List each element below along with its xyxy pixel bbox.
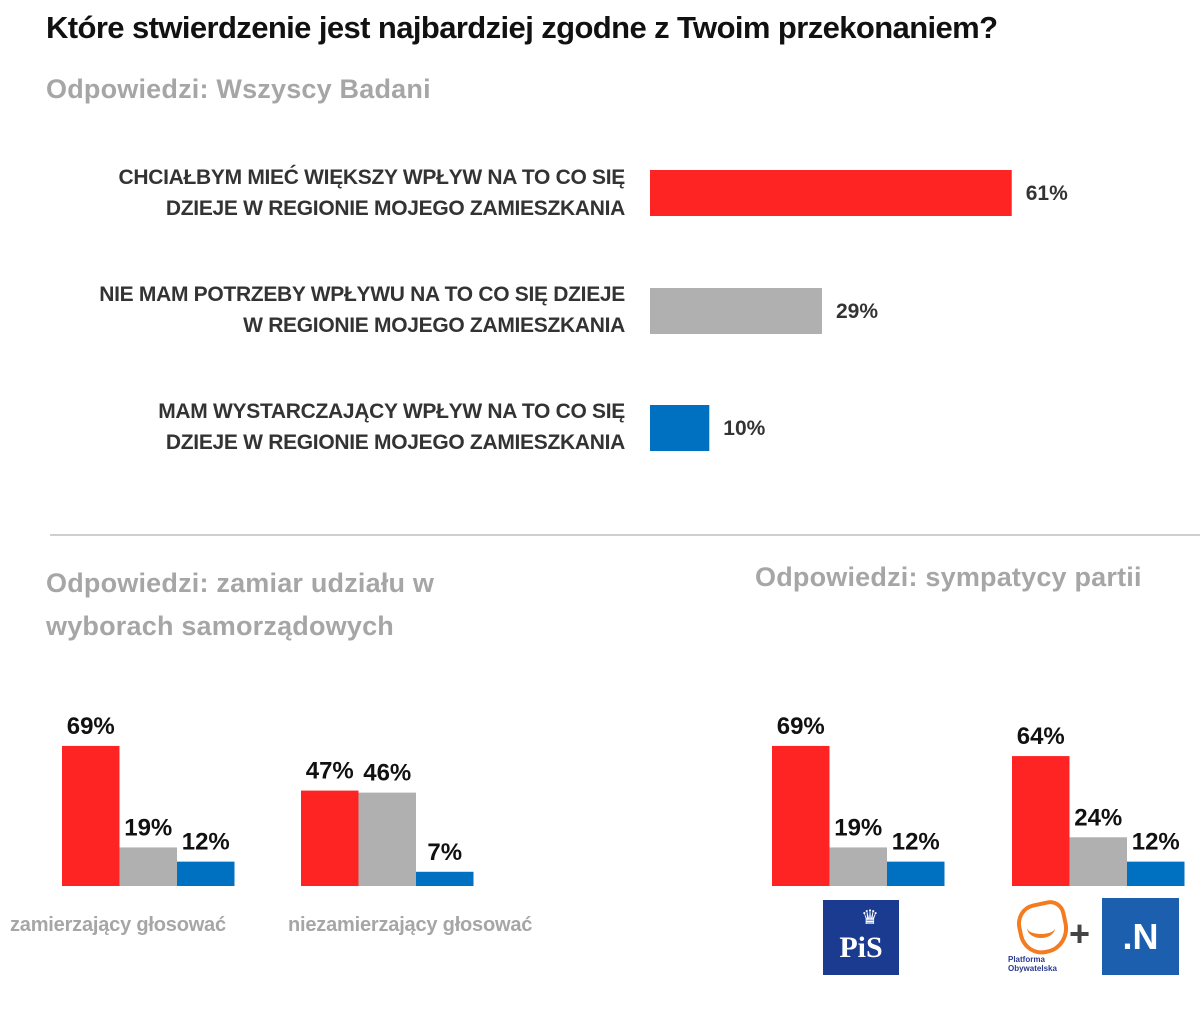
hbar-value-label-2: 29% bbox=[836, 300, 878, 323]
vbar-chart2-group1-series3 bbox=[887, 861, 945, 886]
category-label-3: MAM WYSTARCZAJĄCY WPŁYW NA TO CO SIĘ DZI… bbox=[25, 396, 625, 458]
category-label-2-line-2: W REGIONIE MOJEGO ZAMIESZKANIA bbox=[243, 314, 625, 337]
vbar-value-label-chart1-group2-series1: 47% bbox=[306, 758, 354, 785]
crown-icon: ♛ bbox=[861, 907, 879, 929]
group-label-voters: zamierzający głosować bbox=[10, 914, 226, 936]
hbar-1 bbox=[650, 170, 1012, 216]
vbar-chart1-group1-series2 bbox=[119, 847, 177, 886]
vbar-value-label-chart1-group1-series2: 19% bbox=[124, 814, 172, 841]
vbar-chart2-group2-series2 bbox=[1069, 837, 1127, 886]
vbar-value-label-chart1-group2-series3: 7% bbox=[427, 839, 462, 866]
nowoczesna-logo-icon: .N bbox=[1102, 898, 1179, 975]
vbar-chart2-group1-series1 bbox=[772, 745, 830, 886]
category-label-2: NIE MAM POTRZEBY WPŁYWU NA TO CO SIĘ DZI… bbox=[25, 279, 625, 341]
vbar-chart1-group1-series1 bbox=[62, 745, 120, 886]
category-label-1-line-1: CHCIAŁBYM MIEĆ WIĘKSZY WPŁYW NA TO CO SI… bbox=[118, 166, 626, 189]
vbar-value-label-chart2-group2-series2: 24% bbox=[1074, 804, 1122, 831]
vbar-chart1-group2-series3 bbox=[416, 871, 474, 886]
po-logo-text: Platforma Obywatelska bbox=[1008, 955, 1057, 973]
vbar-chart1-group1-series3 bbox=[177, 861, 235, 886]
section-divider bbox=[50, 534, 1200, 536]
vbar-chart1-group2-series2 bbox=[358, 792, 416, 886]
category-label-3-line-2: DZIEJE W REGIONIE MOJEGO ZAMIESZKANIA bbox=[165, 431, 625, 454]
subtitle-all-respondents: Odpowiedzi: Wszyscy Badani bbox=[46, 74, 431, 104]
vbar-chart2-group1-series2 bbox=[829, 847, 887, 886]
pis-logo-text: PiS bbox=[839, 931, 883, 964]
vbar-value-label-chart1-group2-series2: 46% bbox=[363, 760, 411, 787]
category-label-2-line-1: NIE MAM POTRZEBY WPŁYWU NA TO CO SIĘ DZI… bbox=[99, 283, 625, 306]
po-logo-smile bbox=[1027, 918, 1055, 938]
category-label-1-line-2: DZIEJE W REGIONIE MOJEGO ZAMIESZKANIA bbox=[165, 197, 625, 220]
category-label-3-line-1: MAM WYSTARCZAJĄCY WPŁYW NA TO CO SIĘ bbox=[158, 400, 625, 423]
hbar-value-label-3: 10% bbox=[723, 417, 765, 440]
vbar-value-label-chart2-group1-series2: 19% bbox=[834, 814, 882, 841]
vbar-value-label-chart1-group1-series3: 12% bbox=[182, 829, 230, 856]
vbar-value-label-chart2-group1-series3: 12% bbox=[892, 829, 940, 856]
group-label-non-voters: niezamierzający głosować bbox=[288, 914, 533, 936]
chart-title: Które stwierdzenie jest najbardziej zgod… bbox=[46, 10, 998, 45]
subtitle-party-supporters: Odpowiedzi: sympatycy partii bbox=[755, 562, 1142, 592]
platforma-obywatelska-logo-icon: Platforma Obywatelska bbox=[1003, 897, 1075, 978]
subtitle-voting-intention: Odpowiedzi: zamiar udziału w wyborach sa… bbox=[46, 568, 435, 641]
vbar-chart1-group2-series1 bbox=[301, 790, 359, 886]
vbar-value-label-chart2-group2-series1: 64% bbox=[1017, 723, 1065, 750]
vbar-chart2-group2-series3 bbox=[1127, 861, 1185, 886]
hbar-value-label-1: 61% bbox=[1026, 182, 1068, 205]
vbar-chart2-group2-series1 bbox=[1012, 756, 1070, 886]
hbar-2 bbox=[650, 288, 822, 334]
vbar-value-label-chart1-group1-series1: 69% bbox=[67, 713, 115, 740]
hbar-3 bbox=[650, 405, 710, 451]
category-label-1: CHCIAŁBYM MIEĆ WIĘKSZY WPŁYW NA TO CO SI… bbox=[25, 162, 626, 224]
vbar-value-label-chart2-group2-series3: 12% bbox=[1132, 829, 1180, 856]
plus-sign: + bbox=[1069, 913, 1091, 954]
vbar-value-label-chart2-group1-series1: 69% bbox=[777, 713, 825, 740]
pis-logo-icon: ♛ PiS bbox=[823, 900, 899, 975]
